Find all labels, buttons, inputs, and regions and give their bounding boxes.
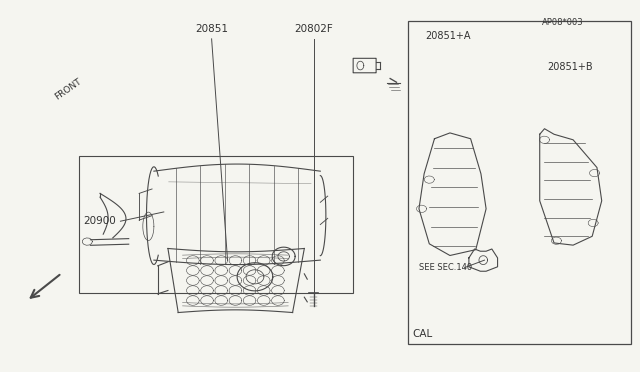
Text: 20851+A: 20851+A (425, 31, 470, 41)
Text: 20802F: 20802F (294, 24, 333, 34)
Text: AP08*003: AP08*003 (541, 18, 583, 27)
Text: SEE SEC.140: SEE SEC.140 (419, 263, 472, 272)
Text: 20851: 20851 (195, 24, 228, 34)
Text: FRONT: FRONT (54, 77, 84, 102)
Bar (408, 21, 631, 343)
Text: CAL: CAL (412, 329, 433, 339)
Bar (79, 156, 353, 294)
Text: 20851+B: 20851+B (547, 62, 593, 73)
Text: 20900: 20900 (83, 216, 116, 226)
